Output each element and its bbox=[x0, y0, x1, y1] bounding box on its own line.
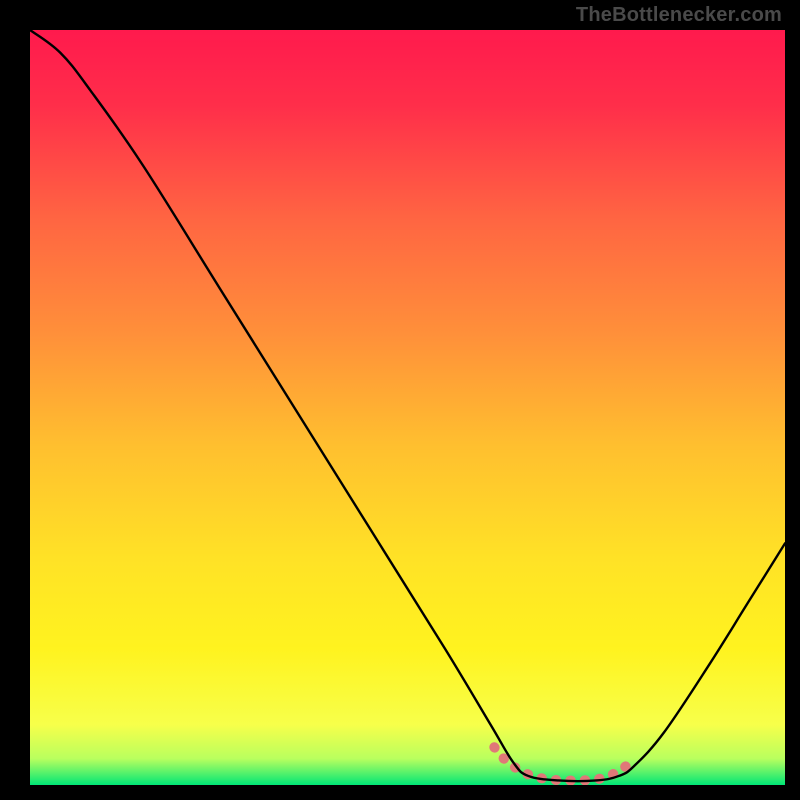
chart-frame: TheBottlenecker.com bbox=[0, 0, 800, 800]
bottleneck-chart bbox=[0, 0, 800, 800]
watermark-text: TheBottlenecker.com bbox=[576, 4, 782, 27]
plot-background bbox=[30, 30, 785, 785]
